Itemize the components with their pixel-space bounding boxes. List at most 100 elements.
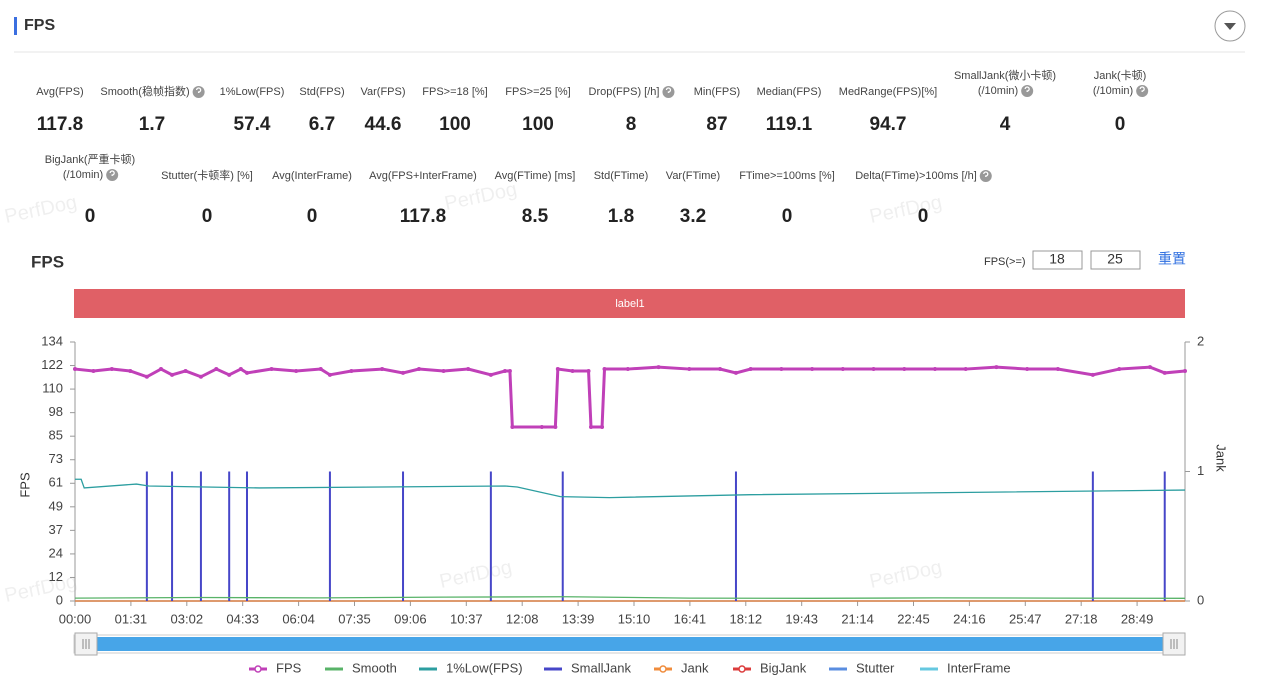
x-tick-label: 16:41: [674, 611, 707, 626]
y2-tick-label: 2: [1197, 333, 1204, 348]
x-tick-label: 21:14: [841, 611, 874, 626]
x-tick-label: 18:12: [730, 611, 763, 626]
fps-point: [269, 367, 274, 372]
fps-point: [380, 367, 385, 372]
fps-point: [1183, 368, 1187, 373]
stat-label: Std(FPS): [299, 86, 344, 98]
stat-value: 0: [782, 206, 793, 227]
stat-label: (/10min): [63, 169, 103, 181]
x-tick-label: 03:02: [171, 611, 204, 626]
threshold-value[interactable]: 18: [1049, 251, 1065, 267]
stat-label: 1%Low(FPS): [220, 86, 285, 98]
y-tick-label: 110: [42, 381, 63, 396]
fps-point: [214, 367, 219, 372]
fps-point: [158, 367, 163, 372]
fps-point: [994, 365, 999, 370]
threshold-value[interactable]: 25: [1107, 251, 1123, 267]
watermark: PerfDog: [868, 191, 944, 228]
x-tick-label: 15:10: [618, 611, 651, 626]
fps-point: [401, 370, 406, 375]
fps-point: [1147, 365, 1152, 370]
fps-point: [170, 372, 175, 377]
fps-point: [1025, 367, 1030, 372]
x-tick-label: 10:37: [450, 611, 483, 626]
fps-point: [779, 367, 784, 372]
fps-point: [570, 368, 575, 373]
x-tick-label: 27:18: [1065, 611, 1098, 626]
fps-point: [717, 367, 722, 372]
y2-axis-label: Jank: [1214, 444, 1229, 472]
y-tick-label: 37: [49, 522, 63, 537]
fps-point: [625, 367, 630, 372]
legend-label: FPS: [276, 660, 302, 675]
fps-point: [144, 374, 149, 379]
stat-value: 1.7: [139, 114, 165, 135]
y-tick-label: 122: [41, 357, 63, 372]
x-tick-label: 12:08: [506, 611, 539, 626]
x-tick-label: 28:49: [1121, 611, 1154, 626]
fps-point: [416, 367, 421, 372]
fps-point: [748, 367, 753, 372]
legend-marker: [659, 665, 667, 673]
fps-point: [318, 367, 323, 372]
x-tick-label: 24:16: [953, 611, 986, 626]
fps-point: [510, 425, 515, 430]
fps-point: [183, 368, 188, 373]
fps-point: [871, 367, 876, 372]
y-tick-label: 24: [49, 545, 63, 560]
label-band: [74, 289, 1185, 318]
fps-point: [555, 367, 560, 372]
fps-point: [466, 367, 471, 372]
stat-label: Stutter(卡顿率) [%]: [161, 168, 253, 182]
collapse-button[interactable]: [1214, 10, 1246, 42]
stat-value: 57.4: [234, 114, 271, 135]
y-tick-label: 12: [49, 569, 63, 584]
stat-value: 0: [85, 206, 96, 227]
fps-point: [963, 367, 968, 372]
y-tick-label: 98: [49, 404, 63, 419]
fps-point: [507, 368, 512, 373]
series-line: [74, 596, 1186, 599]
stat-value: 100: [522, 114, 554, 135]
y-axis-label: FPS: [17, 472, 32, 498]
stat-value: 0: [918, 206, 929, 227]
watermark: PerfDog: [3, 570, 79, 607]
threshold-input[interactable]: [1090, 250, 1141, 270]
fps-point: [902, 367, 907, 372]
fps-point: [810, 367, 815, 372]
stat-label: Min(FPS): [694, 86, 740, 98]
fps-point: [687, 367, 692, 372]
stat-value: 100: [439, 114, 471, 135]
stat-value: 44.6: [365, 114, 402, 135]
fps-point: [733, 370, 738, 375]
stat-label: Avg(FPS): [36, 86, 83, 98]
threshold-input[interactable]: [1032, 250, 1083, 270]
zoom-slider[interactable]: [73, 632, 1186, 656]
stat-value: 87: [706, 114, 727, 135]
band-label: label1: [615, 298, 644, 310]
y-tick-label: 61: [49, 475, 63, 490]
help-mark: [665, 87, 672, 93]
fps-point: [238, 367, 243, 372]
y-tick-label: 49: [49, 498, 63, 513]
fps-point: [600, 425, 605, 430]
legend-label: 1%Low(FPS): [446, 660, 523, 675]
fps-point: [327, 372, 332, 377]
stat-value: 119.1: [766, 114, 813, 135]
help-mark: [1024, 86, 1030, 92]
fps-point: [586, 368, 591, 373]
legend-label: SmallJank: [571, 660, 631, 675]
watermark: PerfDog: [443, 178, 519, 215]
stat-label: (/10min): [1093, 85, 1133, 97]
x-tick-label: 13:39: [562, 611, 595, 626]
stat-value: 94.7: [870, 114, 907, 135]
reset-link[interactable]: 重置: [1158, 251, 1186, 267]
series-line: [75, 478, 1186, 499]
stat-label: Var(FPS): [360, 86, 405, 98]
stat-label: BigJank(严重卡顿): [45, 152, 135, 166]
fps-point: [128, 368, 133, 373]
fps-point: [73, 367, 77, 372]
fps-point: [1162, 370, 1167, 375]
header-accent: [14, 17, 17, 35]
